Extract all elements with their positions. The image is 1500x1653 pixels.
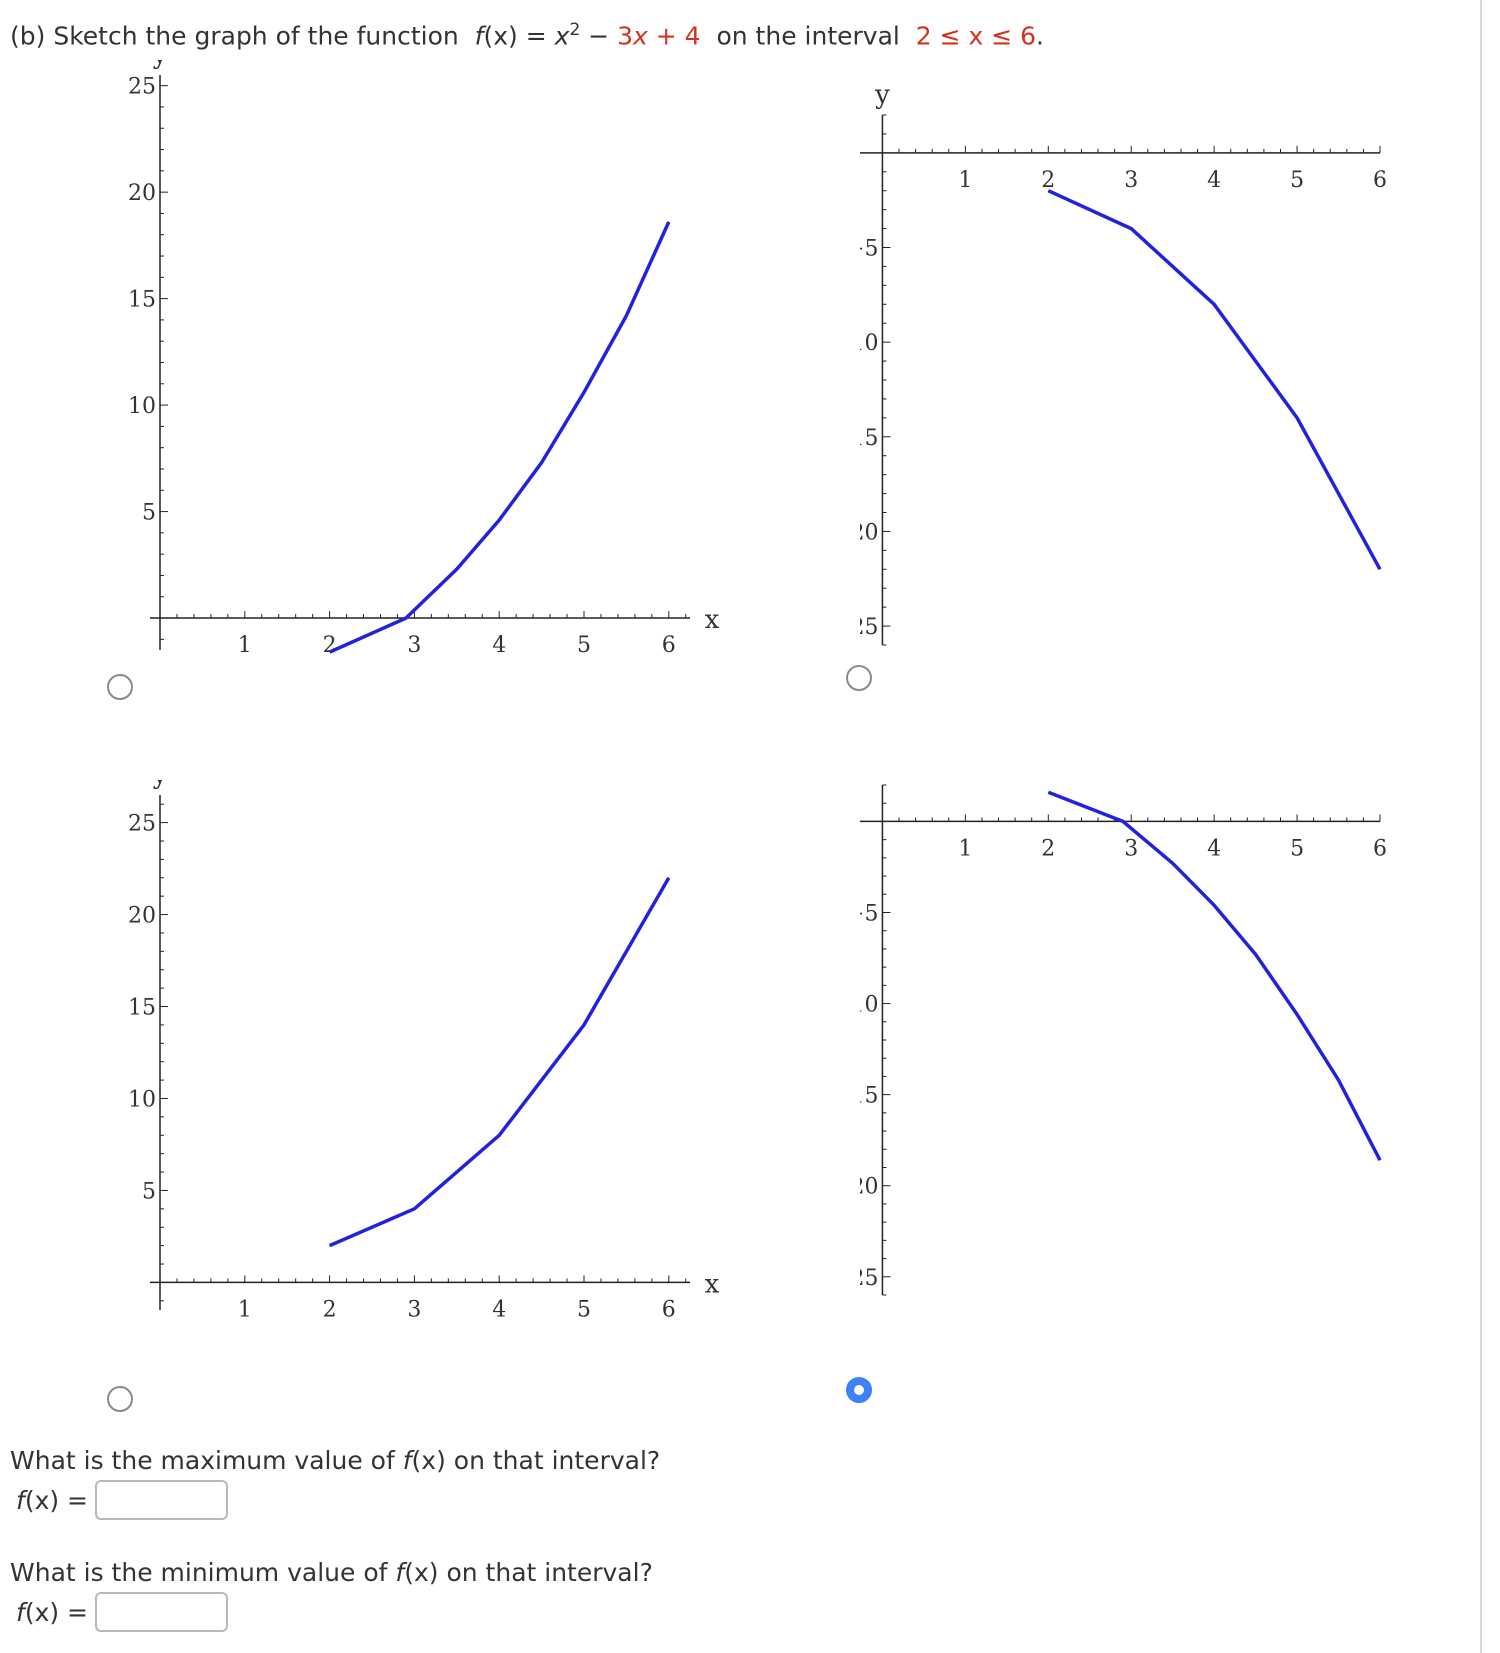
max-label-fn: f	[16, 1486, 25, 1515]
y-tick-label: 5	[142, 1179, 156, 1204]
graph-a: 1 2 3 4 5 6 5 10 15 20 25 y x	[128, 60, 720, 658]
page-divider	[1480, 0, 1482, 1653]
y-tick-label: −10	[860, 331, 878, 356]
minus-sign: −	[580, 21, 618, 51]
term-x: x	[554, 21, 570, 51]
max-question-args: (x)	[411, 1446, 446, 1475]
x-tick-label: 3	[407, 633, 421, 658]
max-answer-label: f(x) =	[16, 1486, 88, 1515]
max-answer-input[interactable]	[95, 1480, 228, 1520]
y-tick-label: −25	[860, 1266, 878, 1291]
question-mid: on the interval	[716, 21, 900, 51]
x-tick-label: 3	[1124, 168, 1138, 193]
min-question-text: What is the minimum value of	[10, 1558, 396, 1587]
x-tick-label: 2	[1041, 836, 1055, 861]
x-tick-label: 5	[577, 1297, 591, 1322]
interval: 2 ≤ x ≤ 6	[915, 21, 1037, 51]
y-tick-label: −15	[860, 1084, 878, 1109]
x-tick-label: 5	[577, 633, 591, 658]
term-x-linear: x	[633, 21, 648, 51]
y-tick-label: 10	[128, 1087, 156, 1112]
series-curve	[1047, 790, 1382, 1162]
series-curve	[1047, 189, 1382, 571]
function-name: f	[474, 21, 484, 51]
x-tick-label: 2	[323, 633, 337, 658]
x-tick-label: 4	[1207, 168, 1221, 193]
equals-sign: =	[525, 21, 547, 51]
y-tick-label: −5	[860, 902, 878, 927]
x-tick-label: 4	[492, 1297, 506, 1322]
min-answer-input[interactable]	[95, 1592, 228, 1632]
option-c-radio[interactable]	[107, 1386, 133, 1412]
x-tick-label: 5	[1290, 168, 1304, 193]
y-tick-label: −10	[860, 993, 878, 1018]
min-answer-label: f(x) =	[16, 1598, 88, 1627]
constant-term: + 4	[647, 21, 701, 51]
x-tick-label: 1	[958, 836, 972, 861]
x-tick-label: 6	[1373, 168, 1387, 193]
max-question: What is the maximum value of f(x) on tha…	[10, 1446, 660, 1475]
min-question: What is the minimum value of f(x) on tha…	[10, 1558, 653, 1587]
y-tick-label: 25	[128, 75, 156, 100]
x-tick-label: 4	[492, 633, 506, 658]
x-tick-label: 2	[323, 1297, 337, 1322]
option-d-radio[interactable]	[846, 1377, 872, 1403]
y-tick-label: 10	[128, 394, 156, 419]
min-label-args: (x) =	[24, 1598, 89, 1627]
y-tick-label: 15	[128, 288, 156, 313]
x-axis-label: x	[705, 1269, 720, 1299]
x-tick-label: 4	[1207, 836, 1221, 861]
question-text: (b) Sketch the graph of the function f(x…	[10, 20, 1044, 50]
coefficient: 3	[617, 21, 634, 51]
graph-c: 1 2 3 4 5 6 5 10 15 20 25 y x	[128, 780, 720, 1322]
y-tick-label: 20	[128, 904, 156, 929]
series-curve	[328, 876, 671, 1248]
exponent: 2	[569, 20, 581, 40]
y-tick-label: −25	[860, 615, 878, 640]
y-tick-label: 15	[128, 996, 156, 1021]
y-tick-label: −5	[860, 237, 878, 262]
y-axis-label: y	[874, 80, 890, 110]
x-axis-label: x	[705, 605, 720, 635]
max-label-args: (x) =	[24, 1486, 89, 1515]
y-tick-label: 20	[128, 181, 156, 206]
x-tick-label: 1	[238, 1297, 252, 1322]
x-tick-label: 1	[238, 633, 252, 658]
max-question-text: What is the maximum value of	[10, 1446, 403, 1475]
min-label-fn: f	[16, 1598, 25, 1627]
y-tick-label: −20	[860, 520, 878, 545]
max-question-text-end: on that interval?	[445, 1446, 661, 1475]
x-tick-label: 6	[1373, 836, 1387, 861]
min-question-text-end: on that interval?	[438, 1558, 653, 1587]
y-tick-label: −20	[860, 1175, 878, 1200]
y-axis-label: y	[152, 780, 168, 790]
period: .	[1036, 21, 1044, 51]
min-question-args: (x)	[404, 1558, 439, 1587]
x-tick-label: 6	[662, 1297, 676, 1322]
x-tick-label: 3	[407, 1297, 421, 1322]
x-tick-label: 3	[1124, 836, 1138, 861]
option-a-radio[interactable]	[107, 674, 133, 700]
y-tick-label: 25	[128, 812, 156, 837]
y-axis-label: y	[152, 60, 168, 70]
x-tick-label: 1	[958, 168, 972, 193]
function-args: (x)	[483, 21, 518, 51]
question-prefix: (b) Sketch the graph of the function	[10, 21, 459, 51]
y-tick-label: −15	[860, 426, 878, 451]
x-tick-label: 5	[1290, 836, 1304, 861]
graph-b: 1 2 3 4 5 6 −5 −10 −15 −20 −25 y	[860, 80, 1387, 646]
min-question-fn: f	[395, 1558, 405, 1587]
y-tick-label: 5	[142, 501, 156, 526]
max-question-fn: f	[402, 1446, 412, 1475]
x-tick-label: 6	[662, 633, 676, 658]
series-curve	[328, 221, 671, 654]
x-tick-label: 2	[1041, 168, 1055, 193]
option-b-radio[interactable]	[846, 665, 872, 691]
